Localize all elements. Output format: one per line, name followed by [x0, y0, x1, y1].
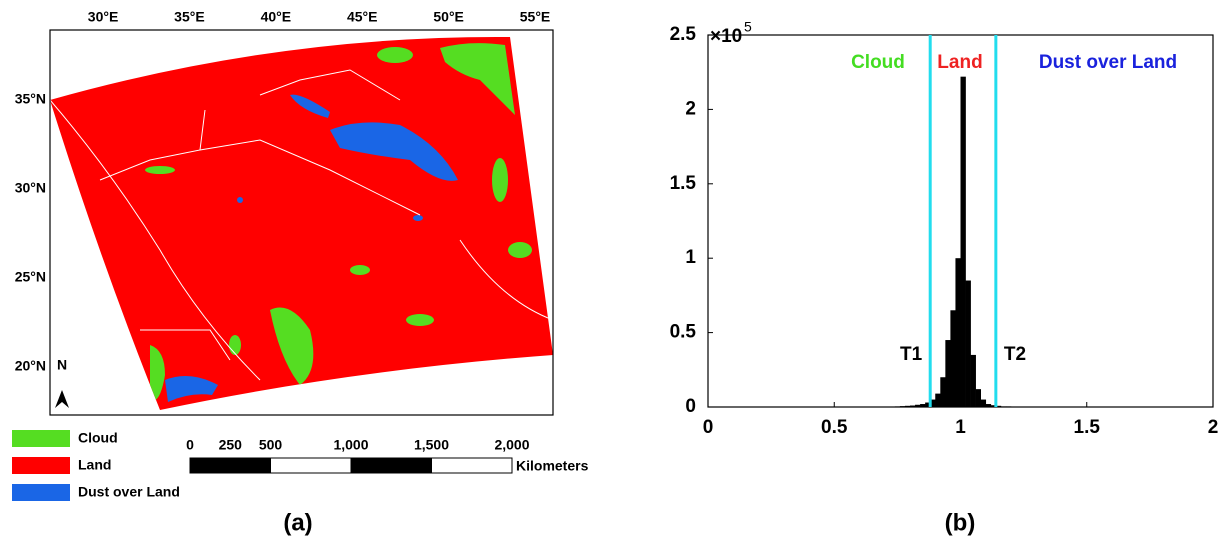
lon-label: 30°E — [88, 9, 119, 25]
hist-bar — [955, 258, 960, 407]
y-tick-label: 2.5 — [670, 24, 697, 45]
lat-label: 20°N — [15, 358, 46, 374]
lat-label: 30°N — [15, 180, 46, 196]
x-tick-label: 0.5 — [821, 417, 848, 438]
scale-segment — [432, 458, 513, 473]
region-label: Land — [937, 52, 982, 73]
scale-label: 500 — [259, 437, 283, 453]
y-tick-label: 1 — [685, 247, 696, 268]
hist-bar — [981, 400, 986, 407]
figure: 30°E 35°E 40°E 45°E 50°E 55°E 35°N 30°N 25°N 20°N… — [0, 0, 1228, 548]
legend-swatch — [12, 484, 70, 501]
scale-segment — [271, 458, 352, 473]
x-tick-label: 1.5 — [1074, 417, 1101, 438]
x-tick-label: 0 — [703, 417, 714, 438]
north-label: N — [57, 357, 67, 373]
scale-segment — [351, 458, 432, 473]
threshold-label: T1 — [900, 344, 923, 365]
lon-label: 35°E — [174, 9, 205, 25]
hist-bar — [966, 281, 971, 407]
scale-label: 1,000 — [333, 437, 368, 453]
hist-bar — [950, 310, 955, 407]
hist-bar — [971, 355, 976, 407]
region-label: Dust over Land — [1039, 52, 1177, 73]
threshold-label: T2 — [1004, 344, 1026, 365]
map-body — [50, 30, 553, 415]
hist-bar — [976, 389, 981, 407]
scale-unit: Kilometers — [516, 458, 589, 474]
lon-label: 55°E — [520, 9, 551, 25]
hist-bar — [940, 377, 945, 407]
legend-label: Land — [78, 457, 111, 473]
legend-swatch — [12, 430, 70, 447]
legend-label: Dust over Land — [78, 484, 180, 500]
lat-label: 35°N — [15, 91, 46, 107]
hist-bar — [935, 394, 940, 407]
scale-segment — [230, 458, 270, 473]
legend-label: Cloud — [78, 430, 118, 446]
lon-label: 45°E — [347, 9, 378, 25]
region-label: Cloud — [851, 52, 905, 73]
x-tick-label: 2 — [1208, 417, 1219, 438]
caption: (a) — [283, 509, 312, 536]
lon-label: 40°E — [261, 9, 292, 25]
y-multiplier-exp: 5 — [744, 19, 752, 35]
north-arrow — [55, 390, 69, 408]
lon-label: 50°E — [433, 9, 464, 25]
scale-label: 1,500 — [414, 437, 449, 453]
scale-label: 0 — [186, 437, 194, 453]
caption: (b) — [945, 509, 976, 536]
hist-bar — [945, 340, 950, 407]
scale-label: 250 — [219, 437, 243, 453]
scale-label: 2,000 — [494, 437, 529, 453]
x-tick-label: 1 — [955, 417, 966, 438]
y-tick-label: 2 — [685, 98, 696, 119]
hist-bar — [961, 77, 966, 407]
legend-swatch — [12, 457, 70, 474]
scale-segment — [190, 458, 230, 473]
y-tick-label: 0 — [685, 396, 696, 417]
y-tick-label: 1.5 — [670, 173, 697, 194]
lat-label: 25°N — [15, 269, 46, 285]
y-tick-label: 0.5 — [670, 322, 697, 343]
y-multiplier: ×10 — [710, 26, 742, 47]
